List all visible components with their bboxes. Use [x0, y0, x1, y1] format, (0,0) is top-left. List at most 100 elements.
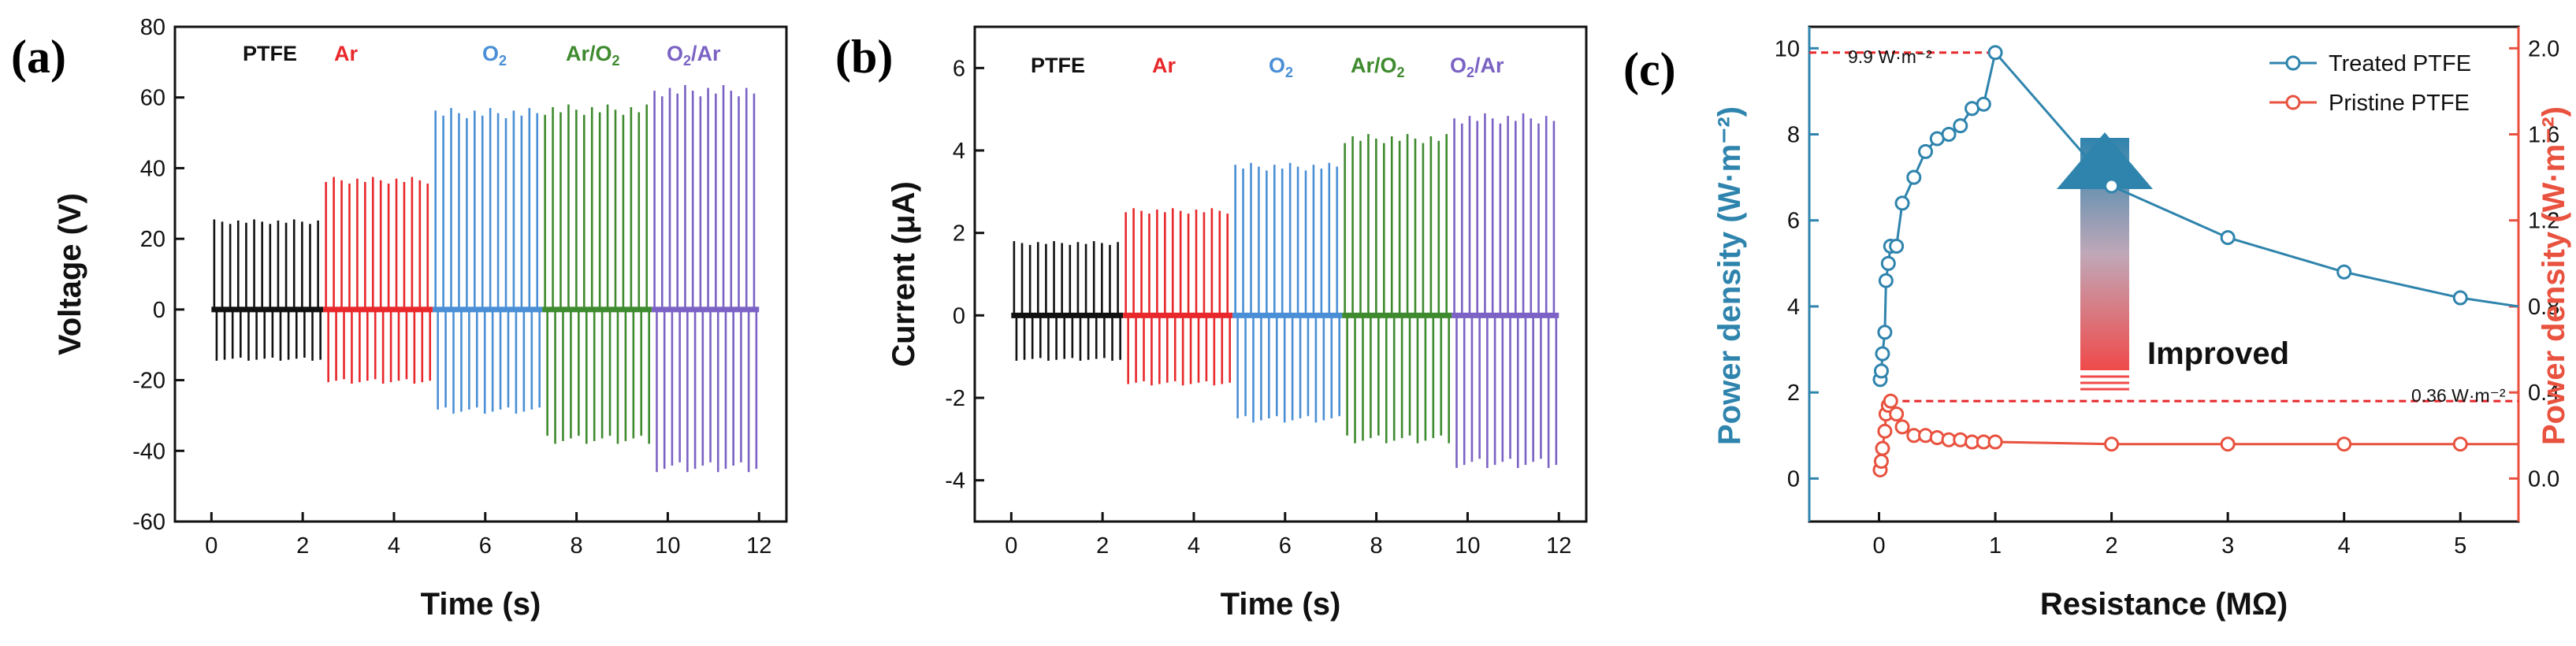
b-y-axis-title: Current (μA) [887, 181, 921, 367]
c-legend: Treated PTFE Pristine PTFE [2269, 51, 2471, 116]
improved-arrow-head [2057, 132, 2153, 189]
panel-c-ticks: 0 1 2 3 4 5 0 2 4 6 8 10 0.0 0.4 0.8 1.2 1.6 2.0 [1775, 36, 2560, 559]
b-y-tick-label: 6 [953, 56, 965, 81]
a-label-ar: Ar [334, 42, 358, 65]
c-point-pristine [2220, 436, 2236, 452]
c-point-pristine [2336, 436, 2352, 452]
c-point-pristine [1883, 393, 1898, 409]
panel-b-label: (b) [835, 31, 893, 83]
b-x-tick-label: 12 [1546, 533, 1571, 559]
b-y-tick-label: -4 [945, 469, 965, 494]
c-point-pristine [1889, 406, 1905, 421]
c-point-treated [1878, 273, 1894, 288]
b-x-tick-label: 6 [1279, 533, 1292, 559]
a-y-tick-label: 40 [140, 156, 165, 181]
c-x-tick-label: 0 [1872, 533, 1885, 559]
c-peak-pristine-label: 0.36 W·m⁻² [2411, 385, 2506, 406]
c-point-treated [1941, 127, 1957, 143]
panel-b-traces [1011, 113, 1559, 468]
legend-pristine-marker [2285, 95, 2301, 110]
a-x-axis-title: Time (s) [421, 587, 541, 622]
c-peak-treated-label: 9.9 W·m⁻² [1848, 46, 1932, 67]
c-x-tick-label: 2 [2106, 533, 2118, 559]
a-x-tick-label: 6 [479, 533, 492, 559]
b-label-ar: Ar [1152, 54, 1176, 77]
a-y-tick-label: 60 [140, 86, 165, 111]
a-series-aro2 [542, 104, 652, 444]
panel-a-traces [211, 85, 760, 473]
a-series-o2ar [652, 85, 760, 473]
b-x-axis-title: Time (s) [1221, 587, 1341, 622]
c-point-pristine [1953, 432, 1968, 447]
b-label-o2ar: O2/Ar [1450, 54, 1504, 80]
panel-b-ticks: 0 2 4 6 8 10 12 -4 -2 0 2 4 6 [945, 56, 1571, 559]
c-x-tick-label: 3 [2221, 533, 2234, 559]
c-point-pristine [1873, 454, 1889, 470]
c-y-left-tick-label: 0 [1787, 466, 1800, 492]
a-y-tick-label: 20 [140, 227, 165, 252]
c-point-treated [2104, 178, 2120, 194]
c-y-right-tick-label: 2.0 [2528, 36, 2559, 61]
legend-treated-text: Treated PTFE [2329, 51, 2471, 76]
a-y-tick-label: -60 [132, 510, 165, 535]
c-improved-label: Improved [2147, 336, 2289, 371]
c-x-tick-label: 4 [2338, 533, 2351, 559]
c-point-pristine [1929, 430, 1945, 446]
a-x-tick-label: 2 [296, 533, 309, 559]
b-series-ar [1123, 208, 1233, 386]
c-y-right-tick-label: 1.6 [2528, 123, 2559, 148]
b-x-tick-label: 8 [1370, 533, 1383, 559]
c-y-right-axis-title: Power density (W·m⁻²) [2537, 106, 2571, 445]
a-x-tick-label: 0 [205, 533, 217, 559]
b-x-tick-label: 0 [1005, 533, 1017, 559]
b-series-o2 [1232, 162, 1343, 423]
panel-a-frame [173, 25, 788, 523]
a-series-ptfe [211, 219, 324, 361]
c-y-left-tick-label: 4 [1787, 295, 1800, 320]
panel-c-label: (c) [1623, 43, 1676, 95]
b-y-tick-label: 4 [953, 139, 965, 164]
b-x-tick-label: 2 [1096, 533, 1109, 559]
b-series-ptfe [1011, 241, 1124, 361]
c-point-treated [1889, 239, 1905, 254]
c-point-pristine [2452, 436, 2468, 452]
c-x-axis-title: Resistance (MΩ) [2040, 587, 2288, 622]
a-y-axis-title: Voltage (V) [53, 193, 87, 355]
improved-arrow-shaft [2080, 138, 2129, 370]
c-point-pristine [1877, 423, 1893, 439]
b-y-tick-label: -2 [945, 386, 965, 411]
panel-b: (b) 0 2 4 6 8 10 12 -4 -2 0 2 4 6 PTFE Ar O2 Ar/O2 O… [835, 25, 1588, 622]
c-y-left-tick-label: 8 [1787, 123, 1800, 148]
c-point-treated [1906, 169, 1922, 185]
c-point-treated [1953, 118, 1968, 134]
a-y-tick-label: -20 [132, 369, 165, 394]
a-series-ar [323, 176, 433, 384]
c-y-right-tick-label: 1.2 [2528, 209, 2559, 234]
a-label-ptfe: PTFE [243, 42, 297, 65]
a-y-tick-label: 80 [140, 15, 165, 40]
c-x-tick-label: 1 [1989, 533, 2002, 559]
c-point-pristine [1918, 428, 1934, 444]
a-x-tick-label: 8 [571, 533, 583, 559]
legend-pristine-text: Pristine PTFE [2329, 91, 2470, 116]
b-label-ptfe: PTFE [1031, 54, 1085, 77]
a-x-tick-label: 10 [655, 533, 680, 559]
c-y-left-tick-label: 10 [1775, 36, 1800, 61]
c-point-treated [1987, 45, 2003, 61]
panel-b-frame [973, 25, 1588, 523]
legend-treated-marker [2285, 55, 2301, 71]
c-y-right-tick-label: 0.4 [2528, 381, 2559, 406]
panel-a-label: (a) [11, 31, 66, 83]
c-line-pristine [1879, 398, 2518, 470]
a-y-tick-label: -40 [132, 439, 165, 464]
c-point-treated [1873, 363, 1889, 379]
panel-a-ticks: 0 2 4 6 8 10 12 -60 -40 -20 0 20 40 60 80 [132, 15, 771, 559]
improved-arrow [2057, 132, 2153, 391]
c-point-pristine [1987, 434, 2003, 450]
a-label-o2: O2 [482, 42, 507, 69]
c-point-pristine [2104, 436, 2120, 452]
b-y-tick-label: 0 [953, 303, 965, 329]
c-point-pristine [1894, 419, 1910, 435]
